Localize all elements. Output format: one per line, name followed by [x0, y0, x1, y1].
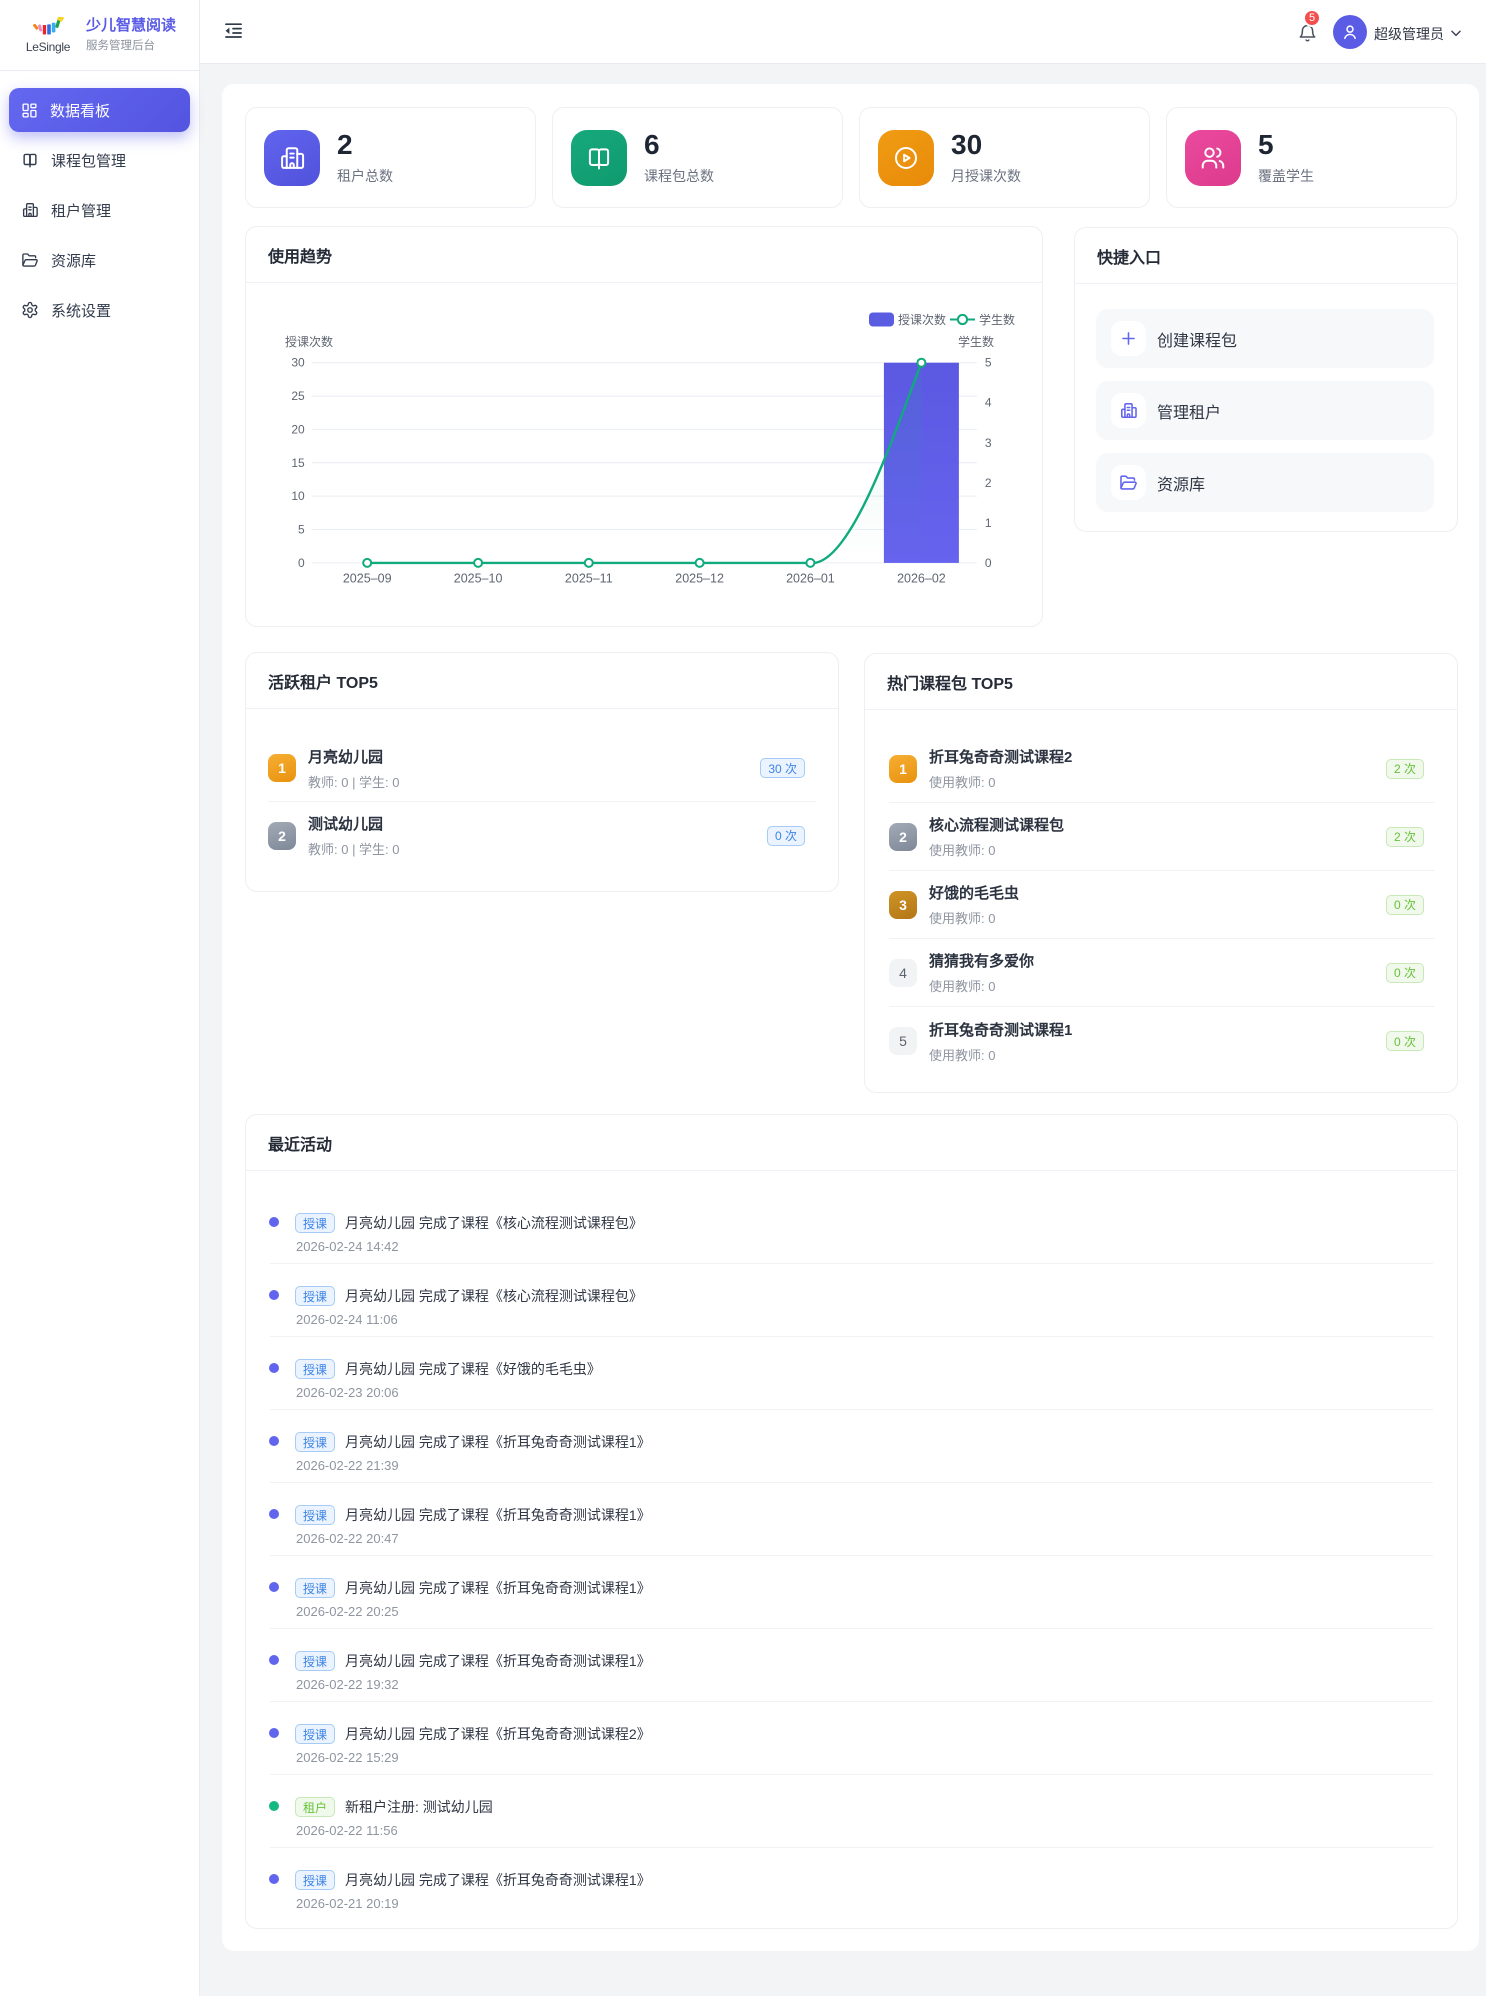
svg-text:5: 5 — [985, 356, 992, 370]
svg-text:5: 5 — [298, 523, 305, 537]
svg-text:2025–11: 2025–11 — [565, 572, 613, 586]
svg-text:2025–10: 2025–10 — [454, 572, 503, 586]
svg-text:30: 30 — [291, 356, 305, 370]
svg-text:2026–02: 2026–02 — [897, 572, 946, 586]
svg-text:2025–12: 2025–12 — [675, 572, 724, 586]
svg-text:授课次数: 授课次数 — [285, 334, 333, 349]
svg-text:2025–09: 2025–09 — [343, 572, 392, 586]
svg-text:10: 10 — [291, 489, 305, 503]
svg-text:0: 0 — [985, 556, 992, 570]
svg-text:15: 15 — [291, 456, 305, 470]
svg-text:学生数: 学生数 — [958, 334, 994, 349]
svg-text:1: 1 — [985, 516, 992, 530]
svg-text:学生数: 学生数 — [979, 312, 1015, 327]
svg-text:授课次数: 授课次数 — [898, 312, 946, 327]
svg-text:20: 20 — [291, 422, 305, 436]
svg-text:2: 2 — [985, 476, 992, 490]
svg-text:25: 25 — [291, 389, 305, 403]
svg-text:4: 4 — [985, 396, 992, 410]
svg-text:0: 0 — [298, 556, 305, 570]
svg-text:2026–01: 2026–01 — [786, 572, 835, 586]
svg-text:3: 3 — [985, 436, 992, 450]
